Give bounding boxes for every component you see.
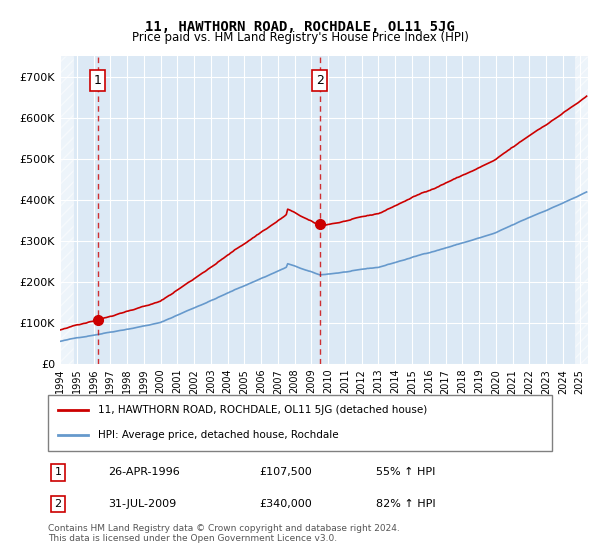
Text: 11, HAWTHORN ROAD, ROCHDALE, OL11 5JG: 11, HAWTHORN ROAD, ROCHDALE, OL11 5JG bbox=[145, 20, 455, 34]
Text: 82% ↑ HPI: 82% ↑ HPI bbox=[376, 499, 435, 509]
Text: 26-APR-1996: 26-APR-1996 bbox=[109, 468, 180, 478]
Text: £340,000: £340,000 bbox=[260, 499, 313, 509]
Text: 2: 2 bbox=[316, 74, 324, 87]
Text: £107,500: £107,500 bbox=[260, 468, 313, 478]
Text: Price paid vs. HM Land Registry's House Price Index (HPI): Price paid vs. HM Land Registry's House … bbox=[131, 31, 469, 44]
Text: 55% ↑ HPI: 55% ↑ HPI bbox=[376, 468, 435, 478]
FancyBboxPatch shape bbox=[48, 395, 552, 451]
Bar bbox=[60, 56, 73, 364]
Text: 11, HAWTHORN ROAD, ROCHDALE, OL11 5JG (detached house): 11, HAWTHORN ROAD, ROCHDALE, OL11 5JG (d… bbox=[98, 405, 428, 416]
Text: HPI: Average price, detached house, Rochdale: HPI: Average price, detached house, Roch… bbox=[98, 430, 339, 440]
Text: 31-JUL-2009: 31-JUL-2009 bbox=[109, 499, 177, 509]
Text: Contains HM Land Registry data © Crown copyright and database right 2024.
This d: Contains HM Land Registry data © Crown c… bbox=[48, 524, 400, 543]
Text: 1: 1 bbox=[55, 468, 62, 478]
Text: 2: 2 bbox=[55, 499, 62, 509]
Text: 1: 1 bbox=[94, 74, 101, 87]
Bar bbox=[575, 56, 588, 364]
